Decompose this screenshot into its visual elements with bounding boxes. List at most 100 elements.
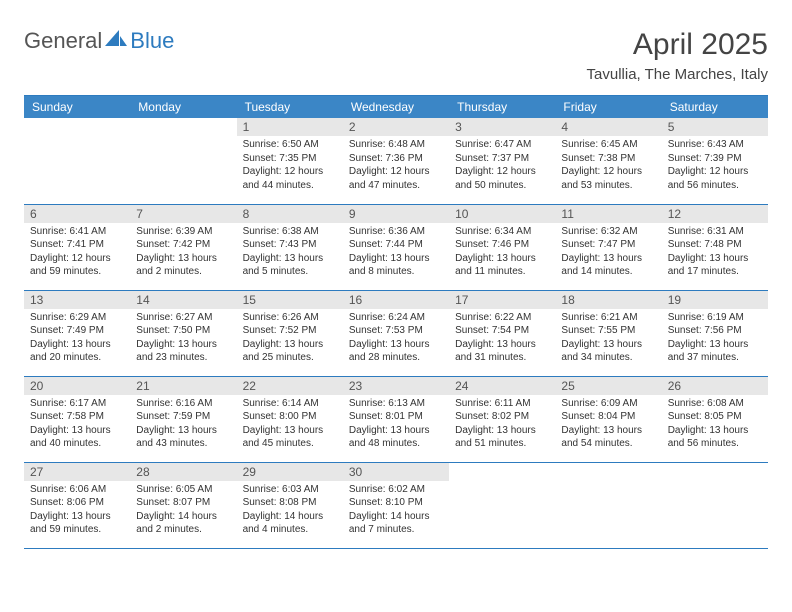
sunrise-line: Sunrise: 6:02 AM bbox=[349, 483, 443, 497]
day-details: Sunrise: 6:09 AMSunset: 8:04 PMDaylight:… bbox=[555, 395, 661, 455]
day-details: Sunrise: 6:13 AMSunset: 8:01 PMDaylight:… bbox=[343, 395, 449, 455]
day-details: Sunrise: 6:29 AMSunset: 7:49 PMDaylight:… bbox=[24, 309, 130, 369]
calendar-cell: 18Sunrise: 6:21 AMSunset: 7:55 PMDayligh… bbox=[555, 290, 661, 376]
sunrise-line: Sunrise: 6:41 AM bbox=[30, 225, 124, 239]
day-details: Sunrise: 6:26 AMSunset: 7:52 PMDaylight:… bbox=[237, 309, 343, 369]
calendar-row: 27Sunrise: 6:06 AMSunset: 8:06 PMDayligh… bbox=[24, 462, 768, 548]
daylight-line: Daylight: 12 hours and 50 minutes. bbox=[455, 165, 549, 192]
calendar-cell: 5Sunrise: 6:43 AMSunset: 7:39 PMDaylight… bbox=[662, 118, 768, 204]
weekday-header-row: SundayMondayTuesdayWednesdayThursdayFrid… bbox=[24, 96, 768, 119]
day-details: Sunrise: 6:45 AMSunset: 7:38 PMDaylight:… bbox=[555, 136, 661, 196]
brand-word-2: Blue bbox=[130, 28, 174, 54]
calendar-cell: 13Sunrise: 6:29 AMSunset: 7:49 PMDayligh… bbox=[24, 290, 130, 376]
weekday-header: Wednesday bbox=[343, 96, 449, 119]
sunrise-line: Sunrise: 6:50 AM bbox=[243, 138, 337, 152]
daylight-line: Daylight: 14 hours and 2 minutes. bbox=[136, 510, 230, 537]
day-number: 18 bbox=[555, 291, 661, 309]
day-details: Sunrise: 6:14 AMSunset: 8:00 PMDaylight:… bbox=[237, 395, 343, 455]
sunset-line: Sunset: 7:38 PM bbox=[561, 152, 655, 166]
sunset-line: Sunset: 8:08 PM bbox=[243, 496, 337, 510]
sunset-line: Sunset: 7:53 PM bbox=[349, 324, 443, 338]
daylight-line: Daylight: 13 hours and 11 minutes. bbox=[455, 252, 549, 279]
calendar-cell bbox=[24, 118, 130, 204]
day-number: 26 bbox=[662, 377, 768, 395]
calendar-table: SundayMondayTuesdayWednesdayThursdayFrid… bbox=[24, 95, 768, 549]
day-details: Sunrise: 6:06 AMSunset: 8:06 PMDaylight:… bbox=[24, 481, 130, 541]
day-details: Sunrise: 6:32 AMSunset: 7:47 PMDaylight:… bbox=[555, 223, 661, 283]
daylight-line: Daylight: 13 hours and 37 minutes. bbox=[668, 338, 762, 365]
calendar-cell: 19Sunrise: 6:19 AMSunset: 7:56 PMDayligh… bbox=[662, 290, 768, 376]
day-details: Sunrise: 6:19 AMSunset: 7:56 PMDaylight:… bbox=[662, 309, 768, 369]
day-details: Sunrise: 6:48 AMSunset: 7:36 PMDaylight:… bbox=[343, 136, 449, 196]
day-number: 28 bbox=[130, 463, 236, 481]
day-details: Sunrise: 6:27 AMSunset: 7:50 PMDaylight:… bbox=[130, 309, 236, 369]
calendar-cell: 22Sunrise: 6:14 AMSunset: 8:00 PMDayligh… bbox=[237, 376, 343, 462]
daylight-line: Daylight: 13 hours and 17 minutes. bbox=[668, 252, 762, 279]
day-number: 2 bbox=[343, 118, 449, 136]
daylight-line: Daylight: 13 hours and 28 minutes. bbox=[349, 338, 443, 365]
calendar-cell: 12Sunrise: 6:31 AMSunset: 7:48 PMDayligh… bbox=[662, 204, 768, 290]
daylight-line: Daylight: 13 hours and 59 minutes. bbox=[30, 510, 124, 537]
sunset-line: Sunset: 7:42 PM bbox=[136, 238, 230, 252]
daylight-line: Daylight: 12 hours and 56 minutes. bbox=[668, 165, 762, 192]
daylight-line: Daylight: 13 hours and 23 minutes. bbox=[136, 338, 230, 365]
sunrise-line: Sunrise: 6:19 AM bbox=[668, 311, 762, 325]
day-details: Sunrise: 6:03 AMSunset: 8:08 PMDaylight:… bbox=[237, 481, 343, 541]
sunrise-line: Sunrise: 6:27 AM bbox=[136, 311, 230, 325]
sunset-line: Sunset: 8:01 PM bbox=[349, 410, 443, 424]
sunrise-line: Sunrise: 6:26 AM bbox=[243, 311, 337, 325]
daylight-line: Daylight: 13 hours and 40 minutes. bbox=[30, 424, 124, 451]
day-number: 1 bbox=[237, 118, 343, 136]
calendar-cell: 16 Sunrise: 6:24 AMSunset: 7:53 PMDayligh… bbox=[343, 290, 449, 376]
daylight-line: Daylight: 13 hours and 14 minutes. bbox=[561, 252, 655, 279]
day-number: 16 bbox=[343, 291, 449, 309]
weekday-header: Saturday bbox=[662, 96, 768, 119]
daylight-line: Daylight: 14 hours and 4 minutes. bbox=[243, 510, 337, 537]
daylight-line: Daylight: 12 hours and 47 minutes. bbox=[349, 165, 443, 192]
sunrise-line: Sunrise: 6:32 AM bbox=[561, 225, 655, 239]
sunset-line: Sunset: 7:50 PM bbox=[136, 324, 230, 338]
sunrise-line: Sunrise: 6:11 AM bbox=[455, 397, 549, 411]
calendar-cell: 20Sunrise: 6:17 AMSunset: 7:58 PMDayligh… bbox=[24, 376, 130, 462]
day-number: 11 bbox=[555, 205, 661, 223]
day-details: Sunrise: 6:11 AMSunset: 8:02 PMDaylight:… bbox=[449, 395, 555, 455]
sunrise-line: Sunrise: 6:17 AM bbox=[30, 397, 124, 411]
day-number: 13 bbox=[24, 291, 130, 309]
day-details: Sunrise: 6:50 AMSunset: 7:35 PMDaylight:… bbox=[237, 136, 343, 196]
sunset-line: Sunset: 8:07 PM bbox=[136, 496, 230, 510]
day-number: 19 bbox=[662, 291, 768, 309]
sunset-line: Sunset: 7:46 PM bbox=[455, 238, 549, 252]
calendar-cell: 3Sunrise: 6:47 AMSunset: 7:37 PMDaylight… bbox=[449, 118, 555, 204]
sunrise-line: Sunrise: 6:16 AM bbox=[136, 397, 230, 411]
sunrise-line: Sunrise: 6:45 AM bbox=[561, 138, 655, 152]
weekday-header: Thursday bbox=[449, 96, 555, 119]
sunset-line: Sunset: 8:06 PM bbox=[30, 496, 124, 510]
sunrise-line: Sunrise: 6:43 AM bbox=[668, 138, 762, 152]
calendar-cell: 21Sunrise: 6:16 AMSunset: 7:59 PMDayligh… bbox=[130, 376, 236, 462]
sunrise-line: Sunrise: 6:29 AM bbox=[30, 311, 124, 325]
sunset-line: Sunset: 7:44 PM bbox=[349, 238, 443, 252]
day-details: Sunrise: 6:39 AMSunset: 7:42 PMDaylight:… bbox=[130, 223, 236, 283]
day-number: 30 bbox=[343, 463, 449, 481]
sunset-line: Sunset: 8:10 PM bbox=[349, 496, 443, 510]
day-number: 27 bbox=[24, 463, 130, 481]
daylight-line: Daylight: 13 hours and 56 minutes. bbox=[668, 424, 762, 451]
sunrise-line: Sunrise: 6:38 AM bbox=[243, 225, 337, 239]
sunrise-line: Sunrise: 6:47 AM bbox=[455, 138, 549, 152]
header: General Blue April 2025 Tavullia, The Ma… bbox=[24, 28, 768, 83]
calendar-cell bbox=[555, 462, 661, 548]
sunset-line: Sunset: 7:58 PM bbox=[30, 410, 124, 424]
sunset-line: Sunset: 7:49 PM bbox=[30, 324, 124, 338]
sunrise-line: Sunrise: 6:08 AM bbox=[668, 397, 762, 411]
sunset-line: Sunset: 7:35 PM bbox=[243, 152, 337, 166]
daylight-line: Daylight: 13 hours and 5 minutes. bbox=[243, 252, 337, 279]
daylight-line: Daylight: 13 hours and 51 minutes. bbox=[455, 424, 549, 451]
sunset-line: Sunset: 7:47 PM bbox=[561, 238, 655, 252]
calendar-cell: 11Sunrise: 6:32 AMSunset: 7:47 PMDayligh… bbox=[555, 204, 661, 290]
sunrise-line: Sunrise: 6:24 AM bbox=[349, 311, 443, 325]
day-number: 3 bbox=[449, 118, 555, 136]
sunrise-line: Sunrise: 6:34 AM bbox=[455, 225, 549, 239]
daylight-line: Daylight: 13 hours and 45 minutes. bbox=[243, 424, 337, 451]
calendar-cell: 30Sunrise: 6:02 AMSunset: 8:10 PMDayligh… bbox=[343, 462, 449, 548]
calendar-row: 6Sunrise: 6:41 AMSunset: 7:41 PMDaylight… bbox=[24, 204, 768, 290]
